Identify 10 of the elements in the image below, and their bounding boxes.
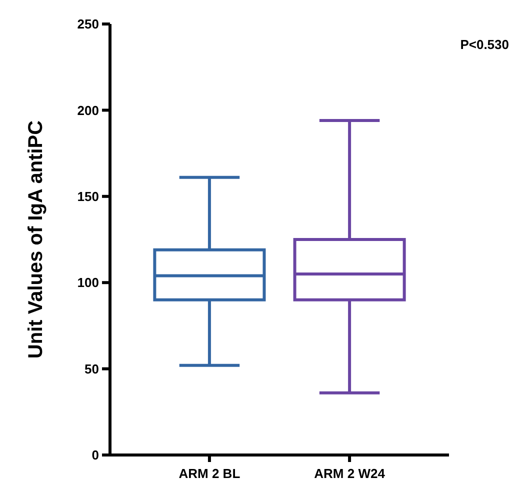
y-tick-label: 100 [77,275,99,290]
y-tick-label: 200 [77,102,99,118]
y-axis-title: Unit Values of IgA antiPC [25,120,47,359]
x-tick-label: ARM 2 BL [178,466,240,481]
x-tick-label: ARM 2 W24 [314,466,386,481]
y-tick-label: 250 [77,16,99,32]
y-tick-label: 50 [84,361,99,376]
y-tick-label: 0 [92,448,99,463]
y-tick-label: 150 [77,188,99,204]
text: P<0.530 [460,37,509,52]
